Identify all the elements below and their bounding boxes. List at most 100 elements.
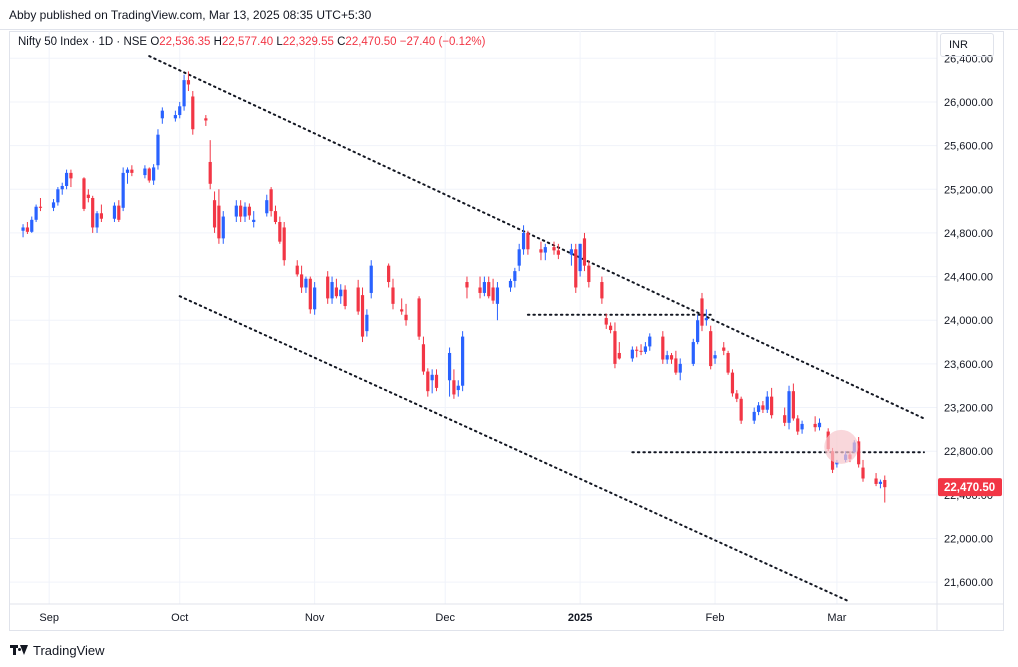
candle-body <box>112 205 117 219</box>
grid-lines <box>10 31 937 604</box>
candle-down <box>217 189 221 244</box>
candle-down <box>308 276 312 314</box>
candle-down <box>99 204 103 222</box>
symbol-label[interactable]: Nifty 50 Index · 1D · NSE <box>18 36 148 48</box>
last-price-badge <box>938 478 1002 497</box>
candle-up <box>160 107 164 124</box>
candle-down <box>491 278 495 304</box>
candle-down <box>130 165 134 177</box>
candle-up <box>508 278 513 292</box>
candle-down <box>326 271 330 304</box>
candle-up <box>543 243 547 261</box>
candle-body <box>252 219 256 222</box>
candle-down <box>709 325 713 370</box>
candle-up <box>56 187 60 206</box>
candle-body <box>761 405 765 410</box>
candle-body <box>130 169 134 173</box>
candle-body <box>883 479 887 488</box>
candle-down <box>582 232 587 272</box>
price-tick-label: 24,400.00 <box>944 272 993 284</box>
candle-body <box>313 287 317 310</box>
candles <box>21 71 887 503</box>
candle-body <box>604 318 608 325</box>
candle-up <box>756 402 761 416</box>
candle-body <box>678 363 682 373</box>
candle-up <box>461 331 465 392</box>
candle-body <box>21 227 25 231</box>
candle-down <box>239 200 243 222</box>
candle-body <box>365 314 369 332</box>
candle-down <box>478 276 482 299</box>
candle-up <box>447 347 452 397</box>
last-price-marker: 22,470.50 <box>938 478 1002 497</box>
brand-label[interactable]: TradingView <box>33 642 105 658</box>
candle-down <box>796 415 800 435</box>
time-axis: Sep Oct Nov Dec 2025 Feb Mar <box>39 612 846 624</box>
candle-up <box>521 225 526 255</box>
candle-down <box>334 278 339 299</box>
candle-body <box>160 110 164 119</box>
candle-up <box>51 199 56 212</box>
candle-down <box>421 336 426 375</box>
candle-down <box>269 187 273 217</box>
candle-body <box>674 358 678 373</box>
candle-body <box>617 352 621 359</box>
candle-body <box>308 278 312 310</box>
close-label: C <box>337 36 346 48</box>
last-price-label: 22,470.50 <box>944 482 995 494</box>
candle-body <box>217 205 221 239</box>
candle-down <box>761 400 765 413</box>
candle-down <box>608 322 613 334</box>
price-tick-label: 24,000.00 <box>944 315 993 327</box>
candle-down <box>613 322 617 369</box>
candle-up <box>517 243 521 272</box>
tradingview-logo-icon[interactable] <box>10 644 28 656</box>
candle-down <box>191 91 195 135</box>
candle-body <box>204 118 208 121</box>
candle-up <box>482 276 486 297</box>
candle-up <box>178 101 182 119</box>
candle-down <box>247 203 251 220</box>
currency-button[interactable]: INR <box>940 33 994 57</box>
candle-up <box>365 309 369 337</box>
candle-up <box>369 260 373 299</box>
candle-down <box>539 241 543 261</box>
publisher-info: Abby published on TradingView.com, Mar 1… <box>9 8 372 22</box>
candle-body <box>569 249 574 255</box>
candle-body <box>543 247 547 253</box>
candle-down <box>426 368 430 397</box>
high-value: 22,577.40 <box>221 36 274 48</box>
candle-down <box>465 276 469 299</box>
price-tick-label: 22,800.00 <box>944 446 993 458</box>
candle-down <box>278 216 282 244</box>
candle-body <box>787 391 791 423</box>
candle-body <box>861 467 865 479</box>
candle-down <box>791 383 795 421</box>
candle-body <box>64 172 69 186</box>
time-tick-label: Feb <box>706 612 725 624</box>
candle-body <box>212 200 217 228</box>
price-tick-label: 25,200.00 <box>944 184 993 196</box>
candle-body <box>765 396 769 410</box>
candle-up <box>691 338 695 367</box>
candle-body <box>639 350 643 352</box>
candle-body <box>669 355 674 360</box>
candle-down <box>273 205 278 225</box>
upper-channel-line <box>148 55 925 420</box>
candle-body <box>426 371 430 392</box>
candle-body <box>99 213 103 219</box>
candle-down <box>400 298 404 315</box>
candle-body <box>369 265 373 293</box>
candle-up <box>495 282 500 321</box>
candle-body <box>143 168 147 176</box>
candle-down <box>526 230 530 255</box>
candle-body <box>173 115 177 119</box>
candle-up <box>34 204 38 222</box>
candle-down <box>552 241 556 255</box>
candle-down <box>669 352 674 364</box>
candle-body <box>635 349 639 351</box>
candle-body <box>521 232 526 250</box>
candle-up <box>152 164 156 185</box>
highlight-circle <box>824 429 859 464</box>
